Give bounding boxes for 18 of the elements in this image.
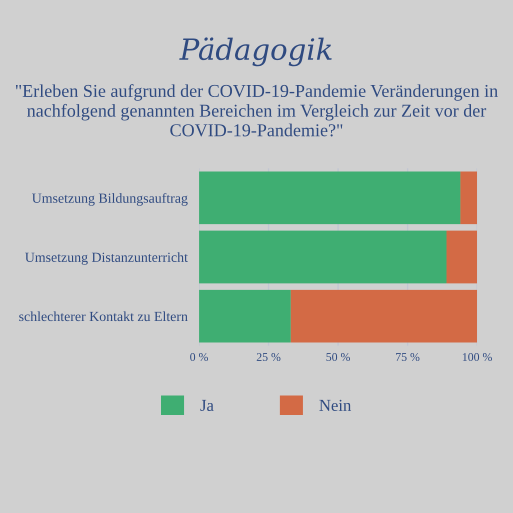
x-tick-label: 50 % — [326, 353, 350, 362]
bar — [199, 172, 460, 224]
bar — [290, 290, 478, 343]
bar — [460, 172, 478, 224]
y-tick-label: schlechterer Kontakt zu Eltern — [19, 311, 188, 322]
x-tick-label: 25 % — [256, 353, 280, 362]
bar — [446, 230, 478, 284]
legend-label: Nein — [319, 400, 352, 411]
legend-label: Ja — [200, 400, 214, 411]
bar — [199, 290, 291, 343]
x-tick-label: 100 % — [462, 353, 492, 362]
x-tick-label: 75 % — [396, 353, 420, 362]
y-tick-label: Umsetzung Distanzunterricht — [25, 252, 188, 265]
chart-subtitle: "Erleben Sie aufgrund der COVID-19-Pandemie Veränderungen in nachfolgend genannten Bereichen im Vergleich zur Zeit vor der COVID-19-Pandemie?" — [16, 84, 498, 136]
bar — [199, 230, 447, 284]
chart-title: Pädagogik — [179, 37, 332, 66]
y-tick-label: Umsetzung Bildungsauftrag — [32, 192, 188, 206]
x-tick-label: 0 % — [190, 353, 208, 362]
